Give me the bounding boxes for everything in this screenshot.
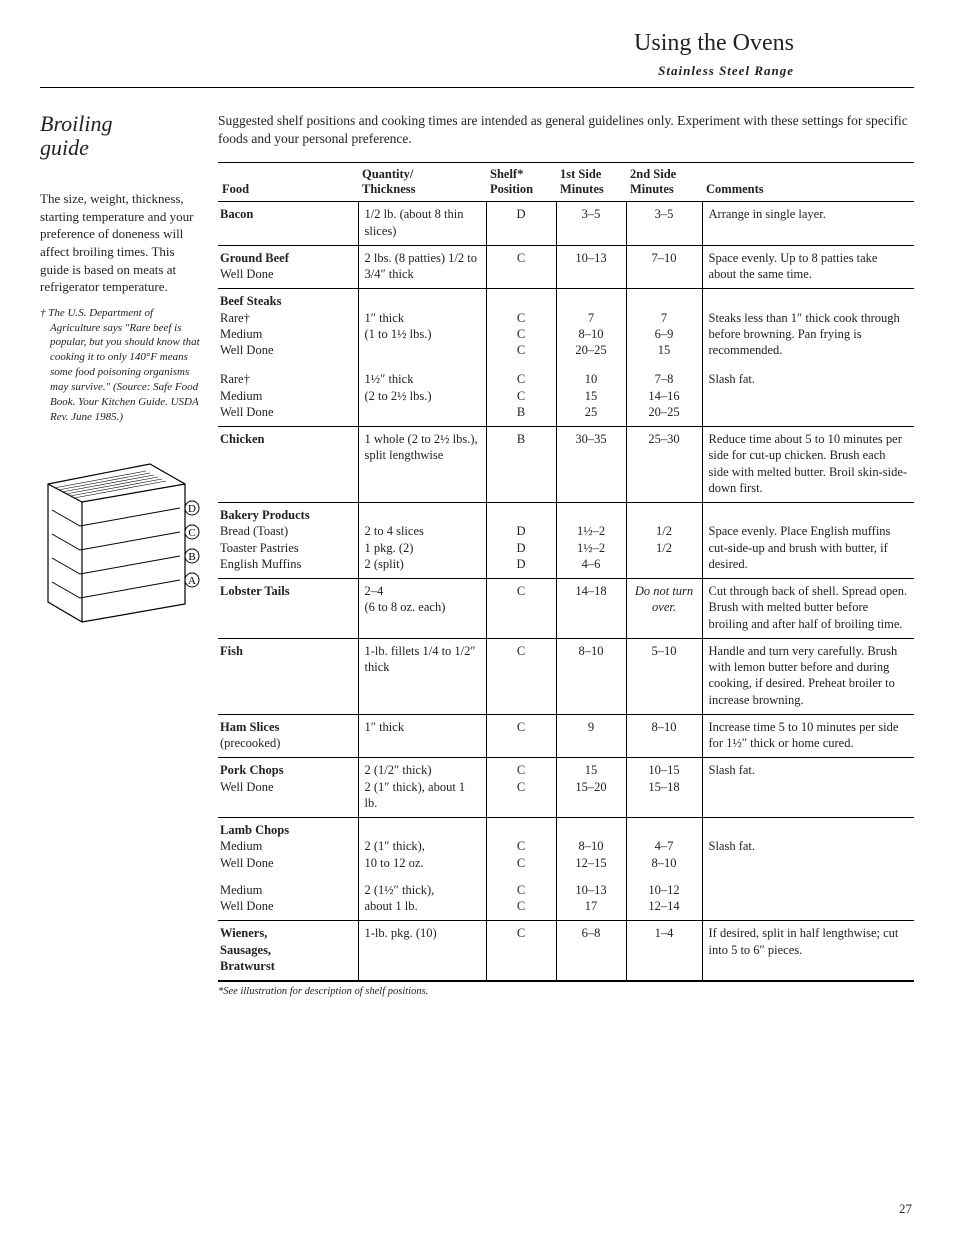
chapter-title: Using the Ovens	[40, 30, 794, 57]
table-row: Ground BeefWell Done 2 lbs. (8 patties) …	[218, 245, 914, 289]
col-side2: 2nd SideMinutes	[626, 163, 702, 202]
svg-text:C: C	[188, 527, 195, 539]
table-row: Bacon 1/2 lb. (about 8 thin slices) D 3–…	[218, 202, 914, 246]
table-row: Rare†MediumWell Done 1½″ thick(2 to 2½ l…	[218, 361, 914, 426]
header-rule	[40, 87, 914, 88]
section-title-line2: guide	[40, 135, 89, 160]
oven-illustration-svg: D C B A	[40, 454, 200, 624]
sidebar-footnote: † The U.S. Department of Agriculture say…	[40, 306, 200, 425]
col-food: Food	[218, 163, 358, 202]
table-row: Lobster Tails 2–4 (6 to 8 oz. each) C 14…	[218, 579, 914, 639]
table-row: MediumWell Done 2 (1½″ thick),about 1 lb…	[218, 874, 914, 921]
broiling-table: Food Quantity/Thickness Shelf*Position 1…	[218, 162, 914, 981]
col-comments: Comments	[702, 163, 914, 202]
left-column: Broiling guide The size, weight, thickne…	[40, 112, 200, 997]
table-row: Lamb ChopsMediumWell Done 2 (1″ thick),1…	[218, 818, 914, 874]
page-header: Using the Ovens Stainless Steel Range	[40, 30, 914, 79]
table-row: Beef SteaksRare†MediumWell Done 1″ thick…	[218, 289, 914, 362]
svg-text:D: D	[188, 503, 196, 515]
page-number: 27	[899, 1201, 912, 1217]
sidebar-paragraph: The size, weight, thickness, starting te…	[40, 190, 200, 295]
table-row: Wieners,Sausages,Bratwurst 1-lb. pkg. (1…	[218, 921, 914, 981]
col-side1: 1st SideMinutes	[556, 163, 626, 202]
table-row: Chicken 1 whole (2 to 2½ lbs.), split le…	[218, 427, 914, 503]
table-row: Pork ChopsWell Done 2 (1/2″ thick)2 (1″ …	[218, 758, 914, 818]
table-row: Fish 1-lb. fillets 1/4 to 1/2″ thick C 8…	[218, 638, 914, 714]
section-title-line1: Broiling	[40, 111, 113, 136]
svg-text:A: A	[188, 575, 196, 587]
main-column: Suggested shelf positions and cooking ti…	[218, 112, 914, 997]
product-subtitle: Stainless Steel Range	[40, 63, 794, 79]
col-shelf: Shelf*Position	[486, 163, 556, 202]
intro-text: Suggested shelf positions and cooking ti…	[218, 112, 914, 148]
table-row: Ham Slices(precooked) 1″ thick C 9 8–10 …	[218, 714, 914, 758]
col-qty: Quantity/Thickness	[358, 163, 486, 202]
section-title: Broiling guide	[40, 112, 200, 160]
table-row: Bakery ProductsBread (Toast)Toaster Past…	[218, 503, 914, 579]
svg-text:B: B	[188, 551, 195, 563]
table-footnote: *See illustration for description of she…	[218, 986, 914, 997]
oven-rack-diagram: D C B A	[40, 454, 200, 629]
